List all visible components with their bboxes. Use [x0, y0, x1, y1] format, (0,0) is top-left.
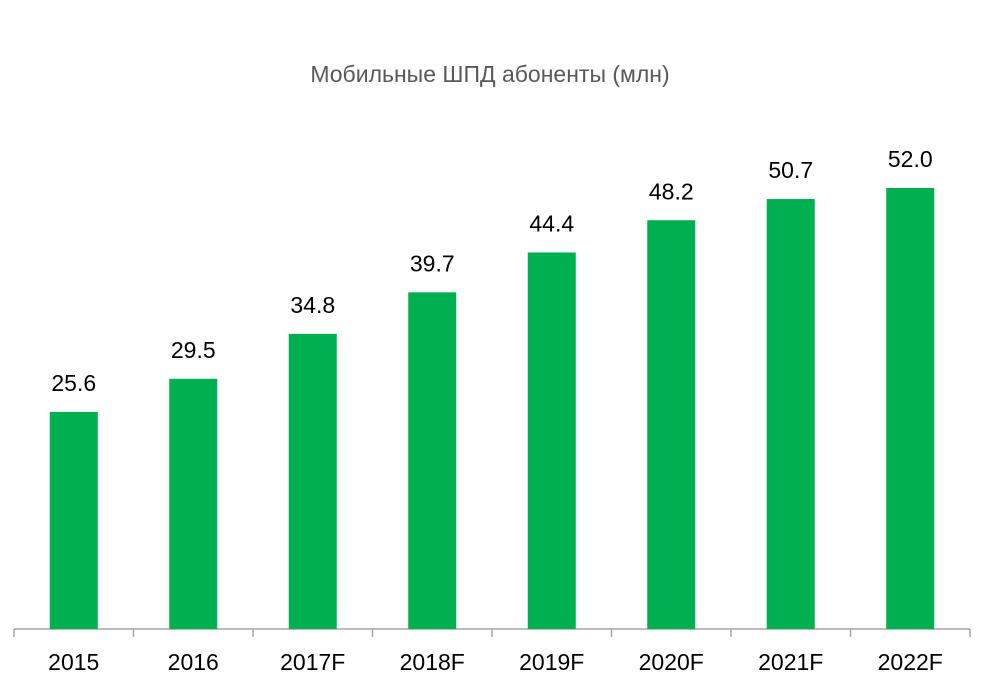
- bar: [49, 411, 98, 629]
- bar: [169, 378, 218, 629]
- data-label: 39.7: [410, 250, 455, 276]
- data-label: 50.7: [768, 157, 813, 183]
- bar: [527, 252, 576, 629]
- bar: [886, 188, 935, 629]
- x-tick-label: 2019F: [519, 649, 584, 675]
- x-tick-label: 2017F: [280, 649, 345, 675]
- data-label: 25.6: [51, 370, 96, 396]
- data-label: 48.2: [649, 178, 694, 204]
- data-label: 52.0: [888, 146, 933, 172]
- bar: [647, 220, 696, 629]
- x-tick-label: 2022F: [878, 649, 943, 675]
- chart-title: Мобильные ШПД абоненты (млн): [310, 61, 669, 87]
- x-tick-label: 2021F: [758, 649, 823, 675]
- bar: [408, 292, 457, 629]
- bar: [766, 199, 815, 629]
- data-label: 44.4: [529, 211, 574, 237]
- x-tick-label: 2016: [168, 649, 219, 675]
- data-label: 34.8: [290, 292, 335, 318]
- bar: [288, 333, 337, 629]
- x-tick-label: 2018F: [400, 649, 465, 675]
- x-tick-label: 2020F: [639, 649, 704, 675]
- data-label: 29.5: [171, 337, 216, 363]
- x-tick-label: 2015: [48, 649, 99, 675]
